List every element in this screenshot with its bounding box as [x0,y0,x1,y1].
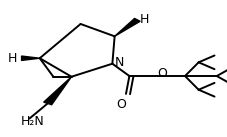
Polygon shape [44,77,72,105]
Polygon shape [115,18,140,36]
Text: O: O [116,98,126,111]
Polygon shape [22,56,40,60]
Text: H: H [140,13,149,26]
Text: H: H [8,52,17,65]
Text: N: N [115,56,124,69]
Text: O: O [157,68,167,80]
Text: H₂N: H₂N [20,115,44,128]
